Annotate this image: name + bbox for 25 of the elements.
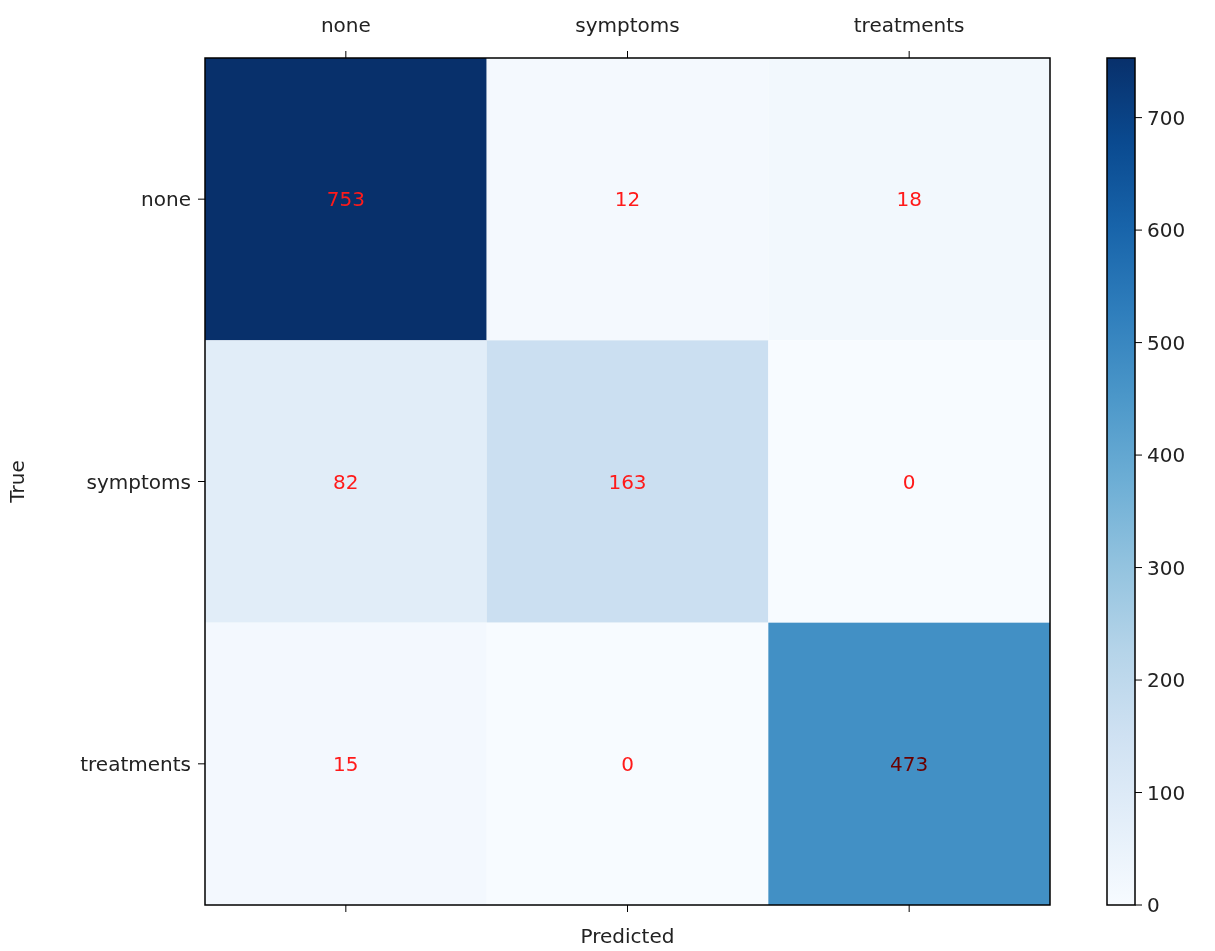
data-label: 12 [614, 187, 641, 212]
data-label: 473 [890, 751, 929, 776]
y-tick-label: treatments [80, 751, 191, 776]
y-tick-label: symptoms [86, 469, 191, 494]
x-tick-label: none [320, 13, 371, 37]
color-bar-label: 100 [1147, 780, 1186, 805]
y-tick-label: none [141, 187, 191, 212]
color-bar-label: 400 [1147, 443, 1186, 468]
color-bar-label: 700 [1147, 105, 1186, 130]
color-bar-label: 500 [1147, 330, 1186, 355]
x-tick-label: symptoms [575, 13, 680, 37]
data-label: 18 [896, 187, 922, 212]
color-bar-label: 300 [1147, 555, 1186, 580]
x-tick-label: treatments [853, 13, 965, 37]
data-label: 15 [333, 751, 359, 776]
data-label: 0 [621, 751, 634, 776]
color-bar-label: 0 [1147, 893, 1160, 917]
data-label: 0 [902, 469, 916, 494]
data-label: 753 [326, 187, 365, 212]
x-axis-title: Predicted [580, 924, 675, 948]
y-axis-title: True [5, 460, 29, 504]
data-label: 163 [608, 469, 647, 494]
color-bar-label: 600 [1147, 218, 1186, 243]
data-label: 82 [333, 469, 359, 494]
color-bar-label: 200 [1147, 668, 1186, 693]
